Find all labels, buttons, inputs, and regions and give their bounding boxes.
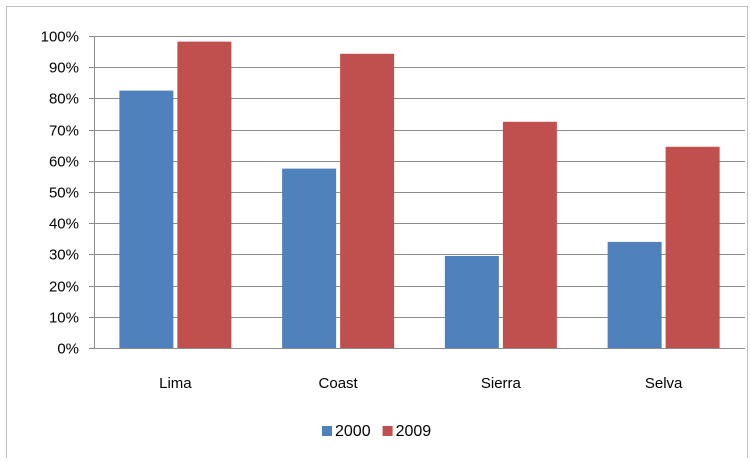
x-tick-label: Sierra — [481, 375, 522, 392]
legend-swatch-2009 — [382, 426, 393, 436]
y-tick-label: 30% — [49, 247, 79, 264]
bar-lima-2009 — [177, 41, 232, 349]
bar-coast-2009 — [340, 53, 395, 349]
y-tick-label: 70% — [49, 123, 79, 140]
y-tick-label: 20% — [49, 279, 79, 296]
y-tick-label: 0% — [57, 341, 79, 358]
legend-swatch-2000 — [322, 426, 332, 436]
x-tick-label: Coast — [319, 375, 359, 392]
bar-sierra-2000 — [444, 255, 499, 348]
bar-selva-2000 — [607, 241, 662, 348]
y-tick-label: 50% — [49, 185, 79, 202]
y-tick-label: 80% — [49, 91, 79, 108]
chart-frame — [6, 6, 748, 458]
bar-coast-2000 — [282, 168, 337, 348]
legend: 2000 2009 — [322, 423, 431, 440]
legend-label-2000: 2000 — [335, 423, 371, 440]
x-axis-ticks: Lima Coast Sierra Selva — [159, 375, 683, 392]
bars — [119, 41, 720, 349]
y-tick-label: 40% — [49, 216, 79, 233]
x-tick-label: Selva — [645, 375, 683, 392]
legend-label-2009: 2009 — [396, 423, 432, 440]
y-axis-ticks: 0% 10% 20% 30% 40% 50% 60% 70% 80% 90% 100% — [41, 29, 79, 358]
x-tick-label: Lima — [159, 375, 192, 392]
bar-lima-2000 — [119, 90, 174, 348]
y-tick-label: 60% — [49, 154, 79, 171]
bar-selva-2009 — [665, 146, 720, 348]
y-tick-label: 100% — [41, 29, 79, 46]
y-tick-label: 10% — [49, 310, 79, 327]
y-tick-label: 90% — [49, 60, 79, 77]
bar-sierra-2009 — [502, 121, 557, 348]
